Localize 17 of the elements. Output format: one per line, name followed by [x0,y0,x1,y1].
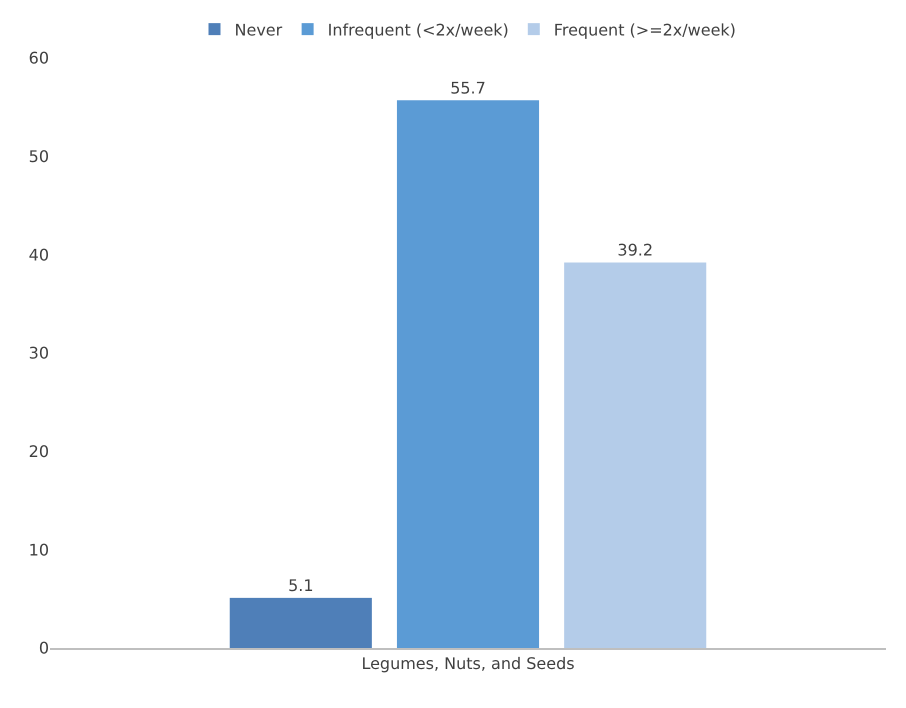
data-label: 55.7 [450,78,486,98]
y-tick-label: 20 [28,442,49,461]
legend-label: Never [234,20,283,40]
data-label: 5.1 [288,576,314,595]
bar [230,598,372,648]
y-tick-label: 50 [28,146,49,166]
x-tick-label: Legumes, Nuts, and Seeds [361,654,575,674]
y-tick-label: 60 [28,48,49,68]
legend-label: Infrequent (<2x/week) [328,20,509,40]
legend-label: Frequent (>=2x/week) [554,20,736,40]
y-tick-label: 10 [28,540,49,560]
bar [564,262,706,648]
data-label: 39.2 [617,240,654,260]
bar [396,100,540,648]
y-tick-label: 0 [38,638,49,658]
y-tick-label: 40 [28,245,49,264]
y-tick-label: 30 [28,344,49,363]
